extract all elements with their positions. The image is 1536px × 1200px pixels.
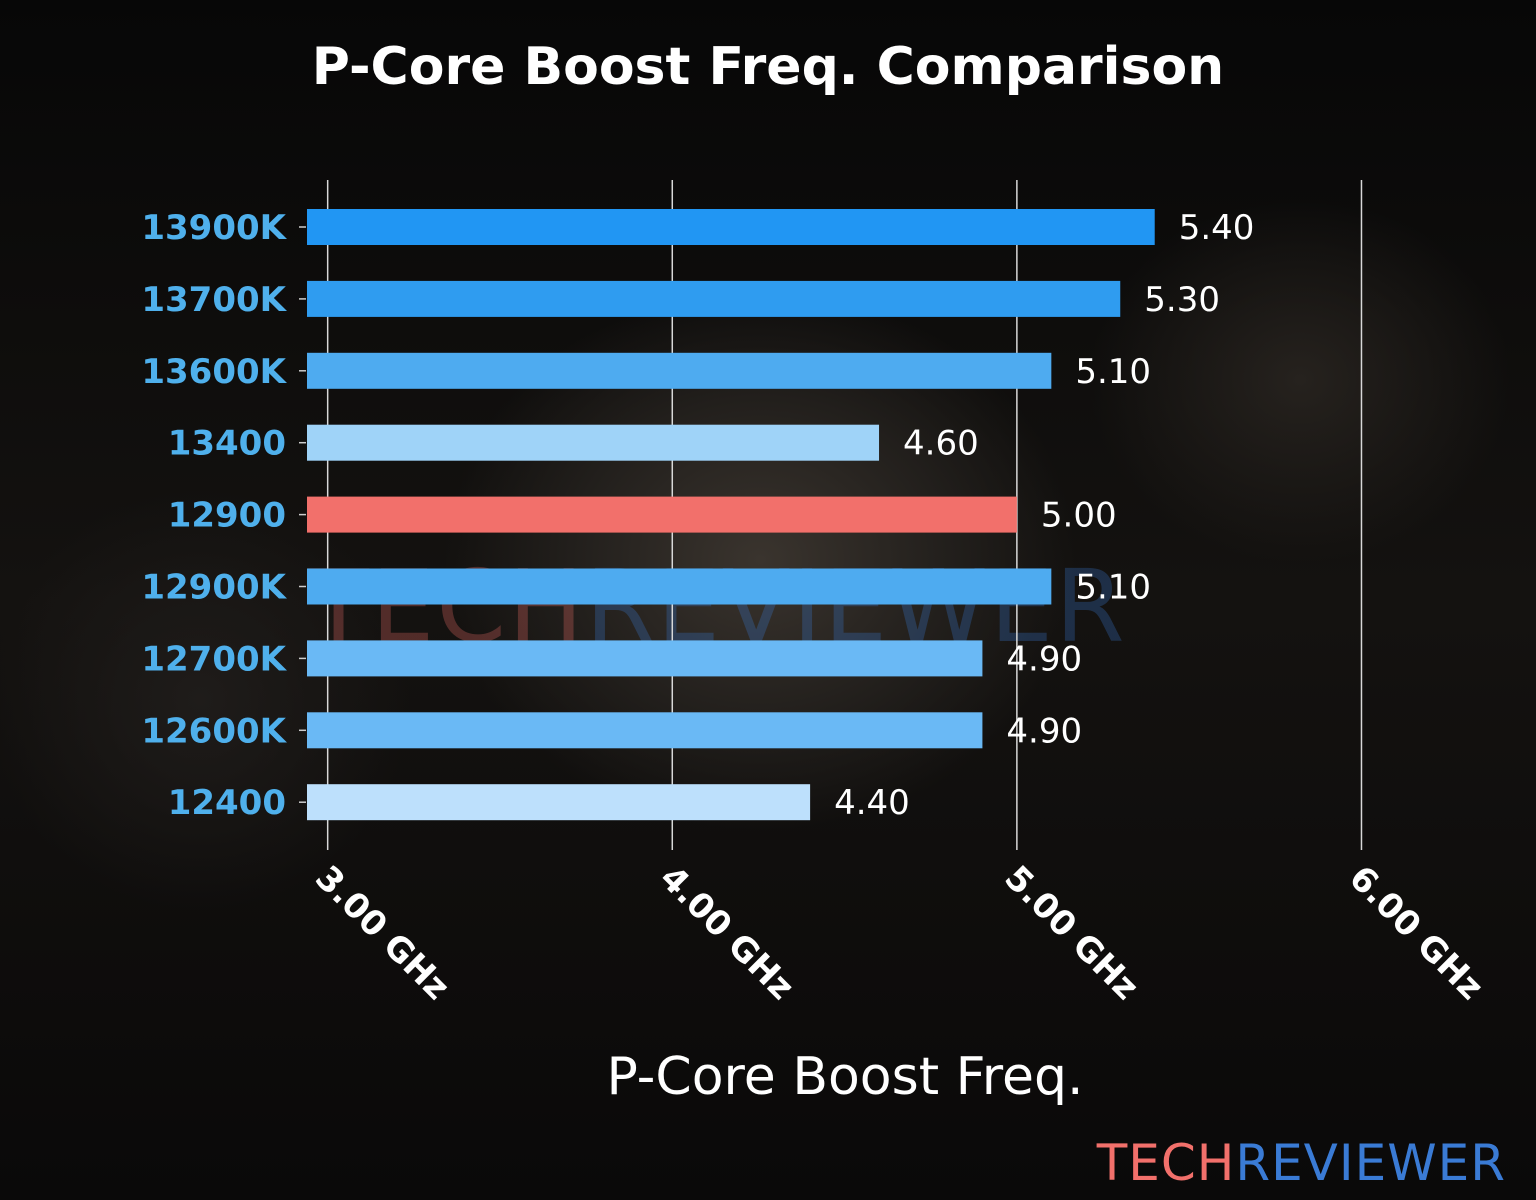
bar-13900K: [307, 209, 1155, 245]
bar-13400: [307, 424, 880, 461]
x-axis-label: P-Core Boost Freq.: [606, 1047, 1083, 1107]
watermark: TECHREVIEWER: [308, 548, 1127, 665]
value-label: 5.00: [1041, 496, 1117, 536]
category-label: 12900: [168, 496, 286, 536]
category-label: 13700K: [141, 280, 287, 320]
bar-12600K: [307, 712, 983, 749]
category-label: 13400: [168, 424, 286, 464]
bar-13600K: [307, 352, 1052, 389]
bar-12900K: [307, 568, 1052, 605]
x-tick-label: 3.00 GHz: [307, 858, 457, 1008]
value-label: 4.90: [1006, 639, 1082, 679]
x-tick-label: 5.00 GHz: [997, 858, 1147, 1008]
value-label: 4.60: [903, 424, 979, 464]
category-label: 12400: [168, 783, 286, 823]
bar-12900: [307, 496, 1017, 533]
category-label: 12600K: [141, 711, 287, 751]
category-label: 13900K: [141, 208, 287, 248]
category-label: 13600K: [141, 352, 287, 392]
value-label: 4.90: [1006, 711, 1082, 751]
bar-12400: [307, 784, 811, 821]
category-label: 12900K: [141, 568, 287, 608]
bar-13700K: [307, 280, 1121, 317]
value-label: 5.40: [1179, 208, 1255, 248]
value-label: 4.40: [834, 783, 910, 823]
category-label: 12700K: [141, 639, 287, 679]
value-label: 5.10: [1075, 352, 1151, 392]
bar-12700K: [307, 640, 983, 677]
x-tick-label: 4.00 GHz: [652, 858, 802, 1008]
techreviewer-logo: TECHREVIEWER: [1096, 1134, 1506, 1192]
chart-title: P-Core Boost Freq. Comparison: [312, 37, 1224, 97]
value-label: 5.10: [1075, 568, 1151, 608]
value-label: 5.30: [1144, 280, 1220, 320]
x-tick-label: 6.00 GHz: [1341, 858, 1491, 1008]
